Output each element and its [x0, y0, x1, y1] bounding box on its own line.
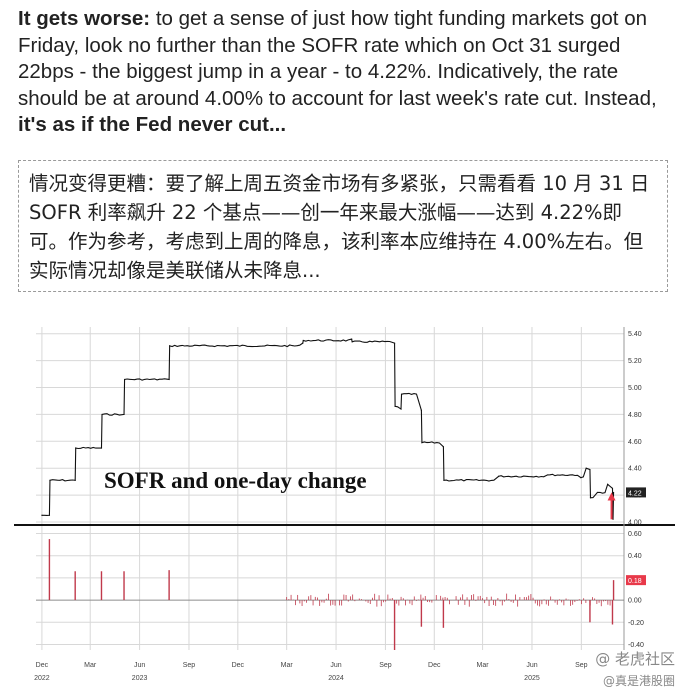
- sofr-point: [394, 405, 396, 407]
- change-tag: [626, 575, 646, 586]
- x-axis: Dec Mar Jun Sep Dec Mar Jun Sep Dec Mar Jun Sep 2022…: [34, 662, 588, 682]
- y-tick-label: 4.00: [628, 520, 642, 527]
- sofr-point: [612, 518, 614, 520]
- y-tick-label: 5.20: [628, 358, 642, 365]
- x-tick-label: Sep: [183, 662, 196, 669]
- last-value-tag: [626, 487, 646, 498]
- sofr-point: [400, 408, 402, 410]
- sofr-point: [442, 446, 445, 448]
- y-tick-label: 5.40: [628, 331, 642, 338]
- x-tick-label: Jun: [134, 662, 145, 669]
- last-value-label: 4.22: [628, 490, 642, 497]
- x-tick-label: Dec: [232, 662, 245, 669]
- sofr-point: [48, 514, 51, 516]
- x-tick-label: Mar: [281, 662, 294, 669]
- x-year-label: 2025: [524, 675, 540, 682]
- chart-title: SOFR and one-day change: [104, 468, 367, 493]
- y-tick-label: 0.40: [628, 553, 642, 560]
- sofr-point: [607, 483, 609, 485]
- intro-paragraph: It gets worse: to get a sense of just ho…: [18, 6, 678, 139]
- watermark-2: @真是港股圈: [602, 674, 675, 688]
- sofr-point: [49, 479, 51, 481]
- sofr-point: [611, 487, 614, 489]
- sofr-point: [596, 491, 599, 494]
- y-tick-label: -0.40: [628, 642, 644, 649]
- x-tick-label: Sep: [575, 662, 588, 669]
- y-tick-label: 0.00: [628, 598, 642, 605]
- x-tick-label: Dec: [36, 662, 49, 669]
- y-tick-label: 4.40: [628, 466, 642, 473]
- sofr-point: [41, 514, 43, 516]
- y-tick-label: 4.60: [628, 439, 642, 446]
- sofr-point: [123, 413, 125, 416]
- x-year-label: 2023: [132, 675, 148, 682]
- rise-arrow-head: [607, 492, 616, 501]
- intro-body: to get a sense of just how tight funding…: [18, 7, 657, 110]
- sofr-point: [168, 378, 170, 381]
- y-tick-label: 4.80: [628, 412, 642, 419]
- x-tick-label: Sep: [379, 662, 392, 669]
- sofr-point: [351, 341, 353, 343]
- sofr-point: [101, 413, 103, 416]
- x-year-label: 2024: [328, 675, 344, 682]
- x-tick-label: Mar: [477, 662, 490, 669]
- x-tick-label: Dec: [428, 662, 441, 669]
- sofr-point: [302, 342, 304, 344]
- sofr-point: [400, 393, 403, 395]
- sofr-point: [75, 447, 77, 449]
- sofr-point: [100, 447, 103, 449]
- sofr-point: [302, 339, 304, 342]
- sofr-level-line: [41, 338, 615, 520]
- sofr-point: [123, 378, 126, 381]
- y-tick-label: 0.60: [628, 531, 642, 538]
- sofr-point: [589, 468, 591, 471]
- sofr-point: [546, 474, 549, 476]
- y-tick-label: 5.00: [628, 385, 642, 392]
- sofr-point: [421, 442, 423, 444]
- y-tick-label: -0.20: [628, 620, 644, 627]
- x-tick-label: Mar: [84, 662, 97, 669]
- translation-box: 情况变得更糟：要了解上周五资金市场有多紧张，只需看看 10 月 31 日 SOF…: [18, 160, 668, 292]
- change-value-label: 0.18: [628, 578, 642, 585]
- intro-bold-tail: it's as if the Fed never cut...: [18, 113, 287, 136]
- sofr-point: [580, 477, 582, 479]
- intro-bold-lead: It gets worse:: [18, 7, 151, 30]
- sofr-change-panel: 0.600.400.200.00-0.20-0.400.18: [36, 531, 646, 650]
- sofr-point: [443, 479, 445, 481]
- x-tick-label: Jun: [330, 662, 341, 669]
- sofr-point: [351, 338, 353, 340]
- watermark-1: @ 老虎社区: [595, 650, 675, 668]
- x-tick-label: Jun: [526, 662, 537, 669]
- sofr-point: [612, 491, 615, 494]
- sofr-point: [589, 497, 592, 499]
- x-year-label: 2022: [34, 675, 50, 682]
- sofr-point: [585, 467, 587, 469]
- sofr-point: [498, 475, 500, 477]
- sofr-point: [169, 345, 171, 347]
- sofr-point: [74, 479, 76, 481]
- sofr-point: [393, 342, 396, 344]
- sofr-point: [420, 409, 422, 411]
